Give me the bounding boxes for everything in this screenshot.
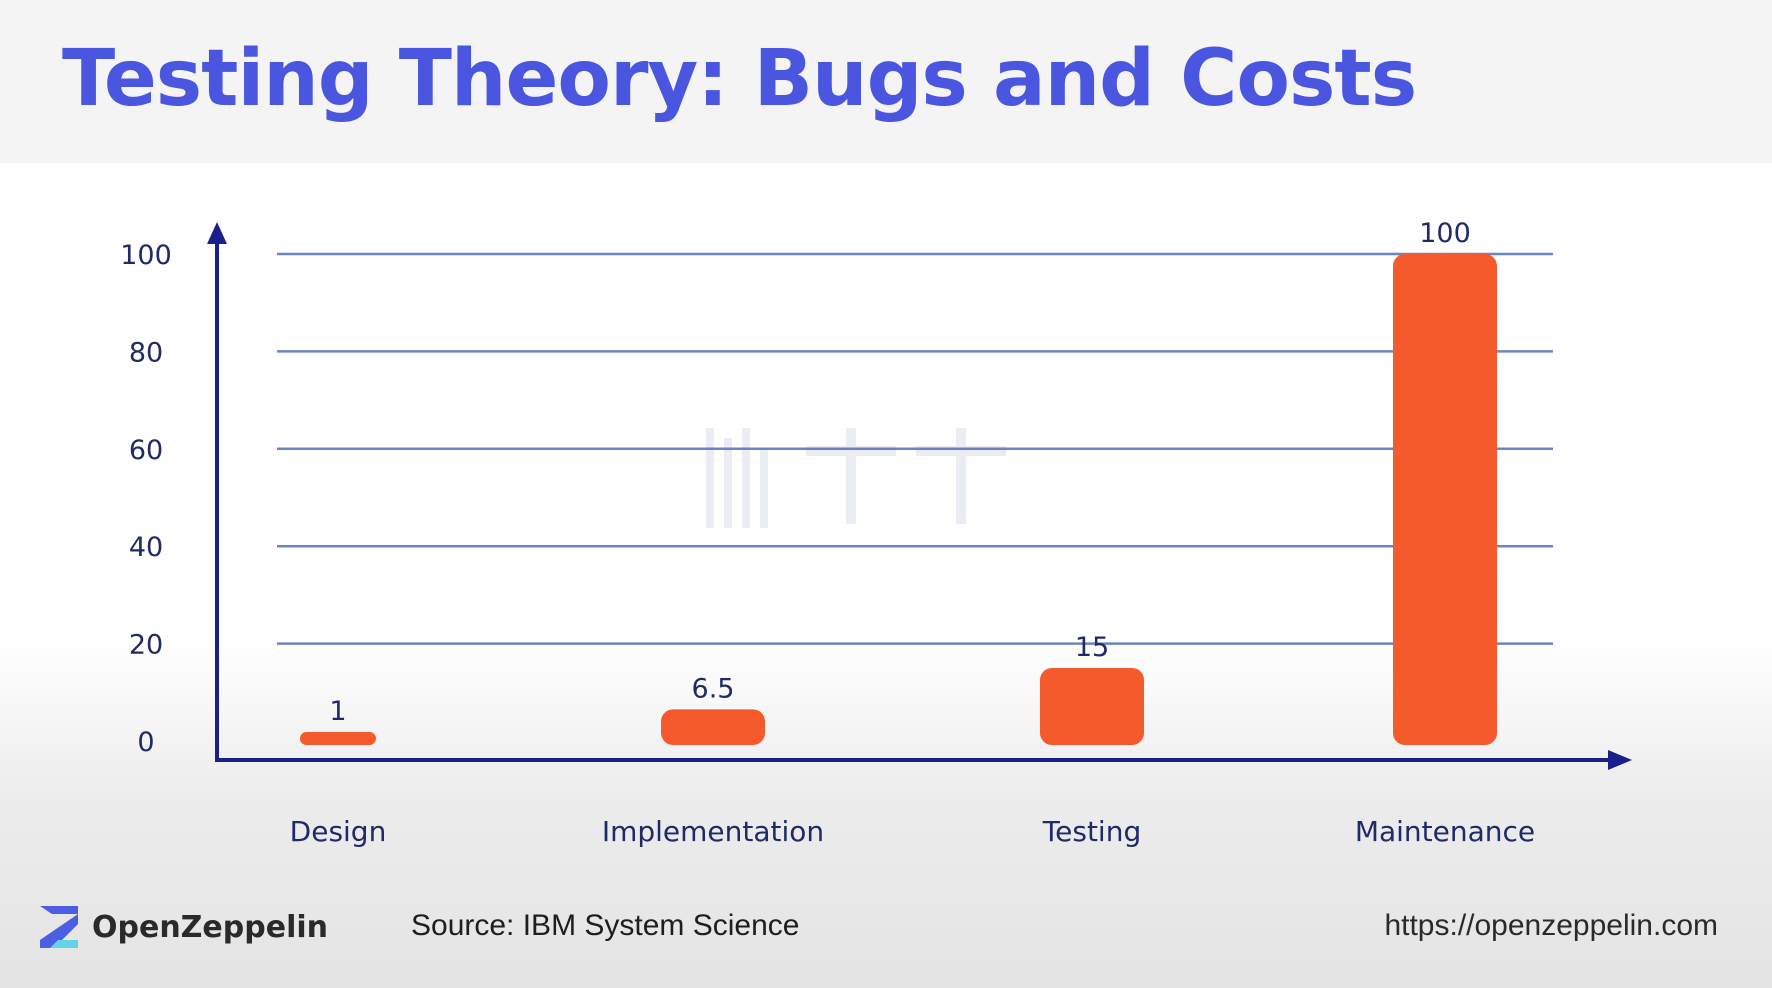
y-tick-label: 40 — [129, 532, 163, 563]
bars — [300, 254, 1497, 745]
y-tick-label: 20 — [129, 630, 163, 661]
bar — [300, 732, 376, 745]
slide-title: Testing Theory: Bugs and Costs — [62, 34, 1417, 124]
y-tick-label: 100 — [120, 240, 172, 271]
x-axis-arrow — [1608, 750, 1632, 770]
x-tick-labels: Design Implementation Testing Maintenance — [290, 815, 1536, 848]
gridlines — [277, 252, 1553, 645]
x-tick-label: Implementation — [602, 815, 824, 848]
y-tick-label: 60 — [129, 435, 163, 466]
bar — [1393, 254, 1497, 745]
bar — [661, 709, 765, 745]
bar-data-label: 15 — [1075, 632, 1109, 663]
y-axis-arrow — [207, 222, 227, 244]
openzeppelin-logo-icon — [40, 906, 78, 948]
brand-logo: OpenZeppelin — [40, 906, 328, 948]
x-tick-label: Maintenance — [1355, 815, 1535, 848]
website-url[interactable]: https://openzeppelin.com — [1384, 909, 1718, 942]
x-tick-label: Testing — [1042, 815, 1141, 848]
axes — [207, 222, 1632, 770]
watermark-logo — [706, 428, 1006, 528]
bar-data-label: 6.5 — [692, 673, 735, 704]
x-tick-label: Design — [290, 815, 387, 848]
data-labels: 1 6.5 15 100 — [329, 218, 1470, 727]
bar — [1040, 667, 1144, 745]
y-tick-label: 0 — [137, 727, 154, 758]
title-band — [0, 0, 1772, 163]
bar-data-label: 100 — [1419, 218, 1471, 249]
source-note: Source: IBM System Science — [411, 909, 800, 942]
brand-name: OpenZeppelin — [92, 909, 329, 945]
bar-data-label: 1 — [329, 696, 346, 727]
y-tick-label: 80 — [129, 337, 163, 368]
y-tick-labels: 0 20 40 60 80 100 — [120, 240, 172, 758]
